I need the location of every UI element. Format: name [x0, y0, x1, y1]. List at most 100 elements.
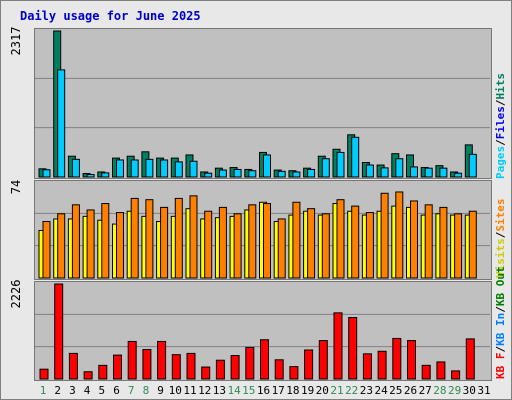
kbytes-kbf-bar: [245, 346, 255, 380]
day-label: 20: [316, 384, 329, 397]
visits-sites-bar: [292, 201, 301, 279]
day-label: 8: [143, 384, 150, 397]
day-label: 12: [198, 384, 211, 397]
visits-sites-bar: [410, 200, 418, 279]
hits-pages-bar: [292, 171, 301, 178]
hits-pages-bar: [174, 161, 183, 178]
visits-sites-bar: [145, 199, 154, 279]
visits-sites-bar: [365, 212, 374, 279]
kbytes-kbf-bar: [304, 349, 314, 380]
kbytes-kbf-bar: [348, 317, 358, 380]
visits-sites-bar: [468, 210, 477, 279]
kbytes-kbf-bar: [465, 338, 475, 380]
day-label: 4: [84, 384, 91, 397]
day-label: 22: [345, 384, 358, 397]
kbytes-kbf-bar: [142, 349, 152, 380]
visits-sites-bar: [57, 213, 66, 279]
hits-pages-bar: [116, 159, 124, 178]
hits-pages-bar: [307, 168, 316, 178]
kbytes-kbf-bar: [333, 312, 343, 380]
kbytes-kbf-bar: [157, 340, 167, 380]
hits-pages-bar: [101, 172, 110, 178]
day-label: 5: [98, 384, 105, 397]
chart-title: Daily usage for June 2025: [20, 9, 201, 23]
hits-pages-bar: [263, 154, 271, 178]
kbytes-kbf-bar: [407, 340, 416, 380]
kbytes-kbf-bar: [260, 339, 269, 380]
hits-pages-bar: [468, 153, 477, 178]
hits-pages-bar: [395, 158, 404, 178]
hits-pages-bar: [86, 173, 95, 178]
day-label: 2: [54, 384, 61, 397]
hits-pages-bar: [71, 158, 80, 178]
kbytes-kbf-bar: [215, 359, 225, 380]
day-label: 26: [404, 384, 417, 397]
hits-pages-bar: [160, 159, 169, 178]
visits-sites-bar: [218, 206, 227, 279]
visits-sites-bar: [130, 197, 139, 279]
day-label: 17: [272, 384, 285, 397]
hits-pages-bar: [130, 159, 139, 178]
hits-pages-bar: [57, 69, 66, 178]
kbytes-kbf-bar: [318, 340, 328, 380]
day-label: 19: [301, 384, 314, 397]
hits-pages-bar: [424, 167, 433, 178]
visits-sites-bar: [336, 199, 345, 279]
hits-pages-bar: [145, 158, 154, 178]
day-label: 21: [330, 384, 343, 397]
kbytes-kbf-bar: [127, 340, 137, 380]
day-label: 7: [128, 384, 135, 397]
day-label: 16: [257, 384, 270, 397]
visits-sites-bar: [248, 204, 257, 279]
visits-sites-bar: [263, 203, 271, 279]
hits-pages-bar: [218, 169, 227, 178]
visits-sites-bar: [160, 206, 169, 279]
kbytes-kbf-bar: [39, 368, 49, 380]
visits-sites-bar: [321, 213, 330, 279]
kbytes-kbf-bar: [362, 353, 372, 380]
day-label: 30: [463, 384, 476, 397]
hits-pages-bar: [365, 164, 374, 178]
day-label: 28: [433, 384, 446, 397]
hits-pages-bar: [277, 170, 286, 178]
visits-sites-bar: [233, 213, 242, 279]
kbytes-kbf-bar: [68, 352, 78, 380]
kbytes-kbf-bar: [274, 359, 284, 380]
day-label: 27: [419, 384, 432, 397]
day-label: 10: [169, 384, 182, 397]
day-label: 31: [477, 384, 490, 397]
kbytes-kbf-bar: [392, 337, 402, 380]
visits-sites-bar: [424, 204, 433, 279]
day-label: 15: [242, 384, 255, 397]
kbytes-kbf-bar: [421, 364, 431, 380]
day-label: 25: [389, 384, 402, 397]
day-label: 14: [227, 384, 241, 397]
day-label: 6: [113, 384, 120, 397]
visits-sites-bar: [189, 195, 198, 279]
kbytes-kbf-bar: [186, 352, 196, 380]
hits-pages-bar: [410, 166, 418, 178]
visits-sites-bar: [101, 203, 110, 279]
visits-sites-bar: [395, 191, 404, 279]
kbytes-kbf-bar: [113, 354, 122, 380]
hits-pages-bar: [321, 158, 330, 178]
visits-sites-bar: [454, 213, 463, 279]
hits-pages-bar: [336, 151, 345, 178]
visits-sites-bar: [351, 205, 360, 279]
kbytes-kbf-bar: [54, 283, 64, 380]
day-label: 11: [183, 384, 196, 397]
visits-sites-bar: [307, 208, 316, 279]
day-label: 24: [374, 384, 388, 397]
kbytes-kbf-bar: [201, 366, 211, 380]
hits-pages-bar: [248, 170, 257, 178]
kbytes-kbf-bar: [377, 350, 387, 380]
visits-sites-bar: [380, 192, 389, 279]
kbytes-kbf-bar: [98, 364, 108, 380]
visits-sites-bar: [116, 212, 124, 279]
hits-pages-bar: [42, 169, 51, 178]
day-label: 3: [69, 384, 76, 397]
hits-pages-bar: [351, 136, 360, 178]
visits-sites-bar: [277, 218, 286, 279]
kbytes-kbf-bar: [289, 366, 299, 380]
